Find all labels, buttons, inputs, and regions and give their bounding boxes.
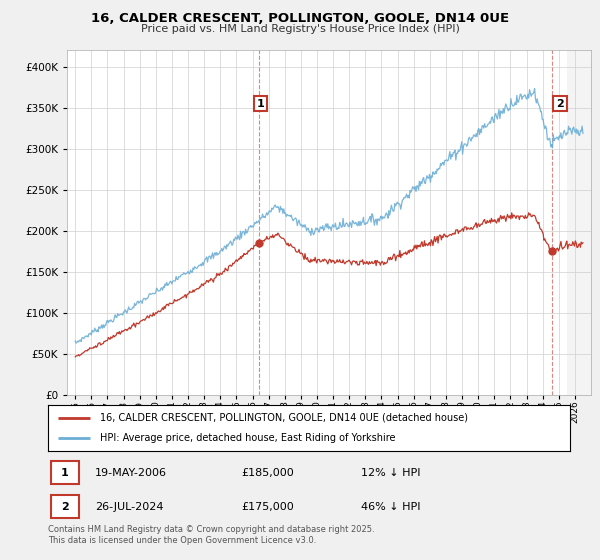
Text: Contains HM Land Registry data © Crown copyright and database right 2025.
This d: Contains HM Land Registry data © Crown c… <box>48 525 374 545</box>
Text: 1: 1 <box>61 468 69 478</box>
Text: 19-MAY-2006: 19-MAY-2006 <box>95 468 167 478</box>
Text: 16, CALDER CRESCENT, POLLINGTON, GOOLE, DN14 0UE: 16, CALDER CRESCENT, POLLINGTON, GOOLE, … <box>91 12 509 25</box>
Text: £175,000: £175,000 <box>241 502 294 511</box>
Text: £185,000: £185,000 <box>241 468 294 478</box>
Text: HPI: Average price, detached house, East Riding of Yorkshire: HPI: Average price, detached house, East… <box>100 433 396 443</box>
Text: 12% ↓ HPI: 12% ↓ HPI <box>361 468 421 478</box>
Text: 2: 2 <box>556 99 564 109</box>
Bar <box>50 495 79 518</box>
Text: 1: 1 <box>256 99 264 109</box>
Text: 26-JUL-2024: 26-JUL-2024 <box>95 502 163 511</box>
Text: 46% ↓ HPI: 46% ↓ HPI <box>361 502 421 511</box>
Text: Price paid vs. HM Land Registry's House Price Index (HPI): Price paid vs. HM Land Registry's House … <box>140 24 460 34</box>
Bar <box>50 461 79 484</box>
Text: 16, CALDER CRESCENT, POLLINGTON, GOOLE, DN14 0UE (detached house): 16, CALDER CRESCENT, POLLINGTON, GOOLE, … <box>100 413 468 423</box>
Bar <box>567 50 591 395</box>
Text: 2: 2 <box>61 502 69 511</box>
